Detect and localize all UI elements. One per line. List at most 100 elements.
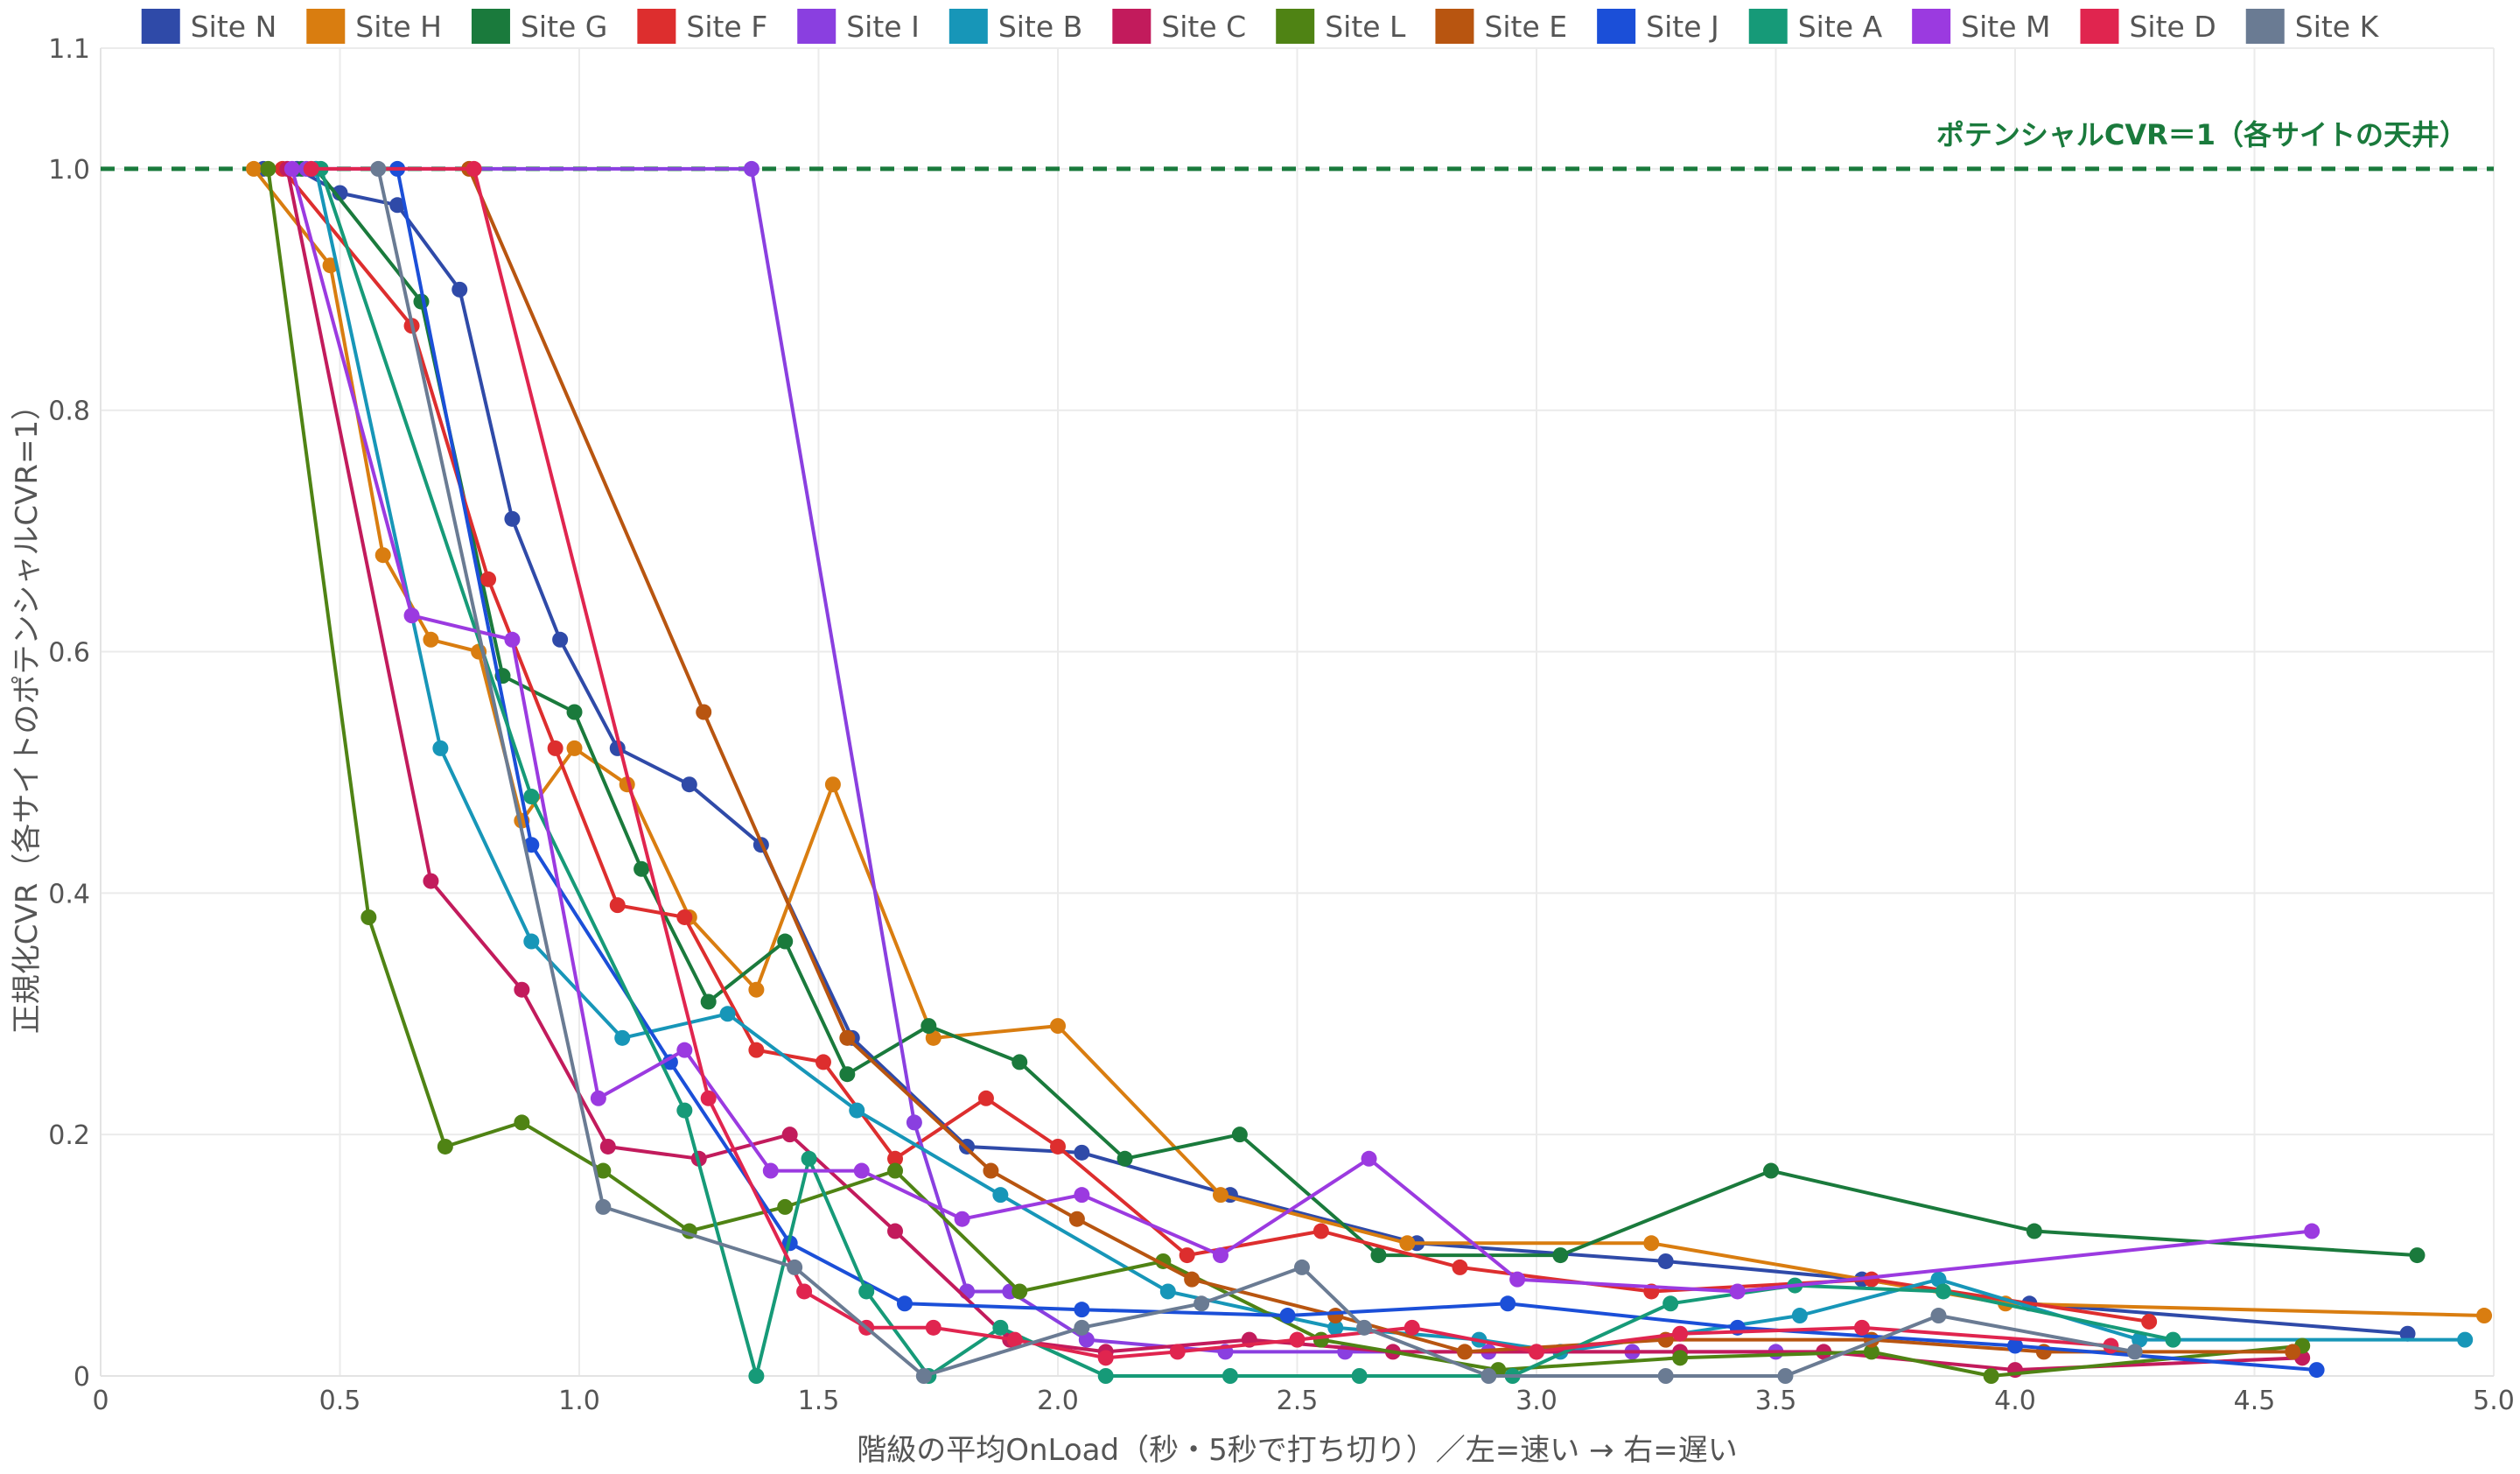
- data-point: [700, 1090, 717, 1106]
- legend-item-site-j[interactable]: Site J: [1597, 9, 1719, 44]
- legend-item-site-b[interactable]: Site B: [948, 9, 1083, 44]
- data-point: [1370, 1247, 1387, 1264]
- data-point: [514, 981, 530, 998]
- data-point: [1529, 1344, 1544, 1360]
- data-point: [1074, 1187, 1090, 1204]
- data-point: [1012, 1283, 1028, 1300]
- data-point: [1169, 1344, 1186, 1360]
- data-point: [696, 704, 712, 720]
- legend-label: Site G: [521, 10, 607, 44]
- y-tick-label: 1.1: [48, 34, 90, 65]
- data-point: [1097, 1368, 1114, 1384]
- data-point: [748, 1368, 765, 1384]
- data-point: [2399, 1325, 2416, 1342]
- data-point: [284, 160, 300, 177]
- data-point: [748, 1042, 765, 1058]
- data-point: [1480, 1368, 1497, 1384]
- data-point: [2026, 1223, 2042, 1239]
- x-tick-label: 4.0: [1994, 1386, 2036, 1416]
- data-point: [992, 1187, 1009, 1204]
- x-tick-label: 1.0: [558, 1386, 600, 1416]
- data-point: [681, 776, 697, 793]
- data-point: [1078, 1331, 1095, 1348]
- legend[interactable]: Site N Site H Site G Site F Site I Site B Site…: [141, 9, 2380, 44]
- data-point: [423, 873, 439, 889]
- legend-item-site-n[interactable]: Site N: [141, 9, 277, 44]
- legend-label: Site B: [998, 10, 1083, 44]
- data-point: [1452, 1259, 1468, 1275]
- series-site-f: [274, 160, 2158, 1330]
- legend-swatch: [797, 9, 836, 44]
- data-point: [1791, 1308, 1808, 1324]
- data-point: [787, 1259, 803, 1275]
- reference-line-group: ポテンシャルCVR＝1（各サイトの天井）: [101, 118, 2494, 172]
- series-line: [290, 168, 2313, 1294]
- series-site-b: [308, 160, 2474, 1360]
- legend-item-site-f[interactable]: Site F: [637, 9, 767, 44]
- data-point: [2308, 1362, 2325, 1379]
- legend-item-site-g[interactable]: Site G: [471, 9, 607, 44]
- data-point: [1159, 1283, 1176, 1300]
- legend-label: Site F: [686, 10, 767, 44]
- data-point: [801, 1150, 817, 1167]
- data-point: [1509, 1271, 1526, 1288]
- data-point: [1184, 1271, 1200, 1288]
- data-point: [1500, 1295, 1516, 1312]
- legend-label: Site A: [1798, 10, 1883, 44]
- y-axis-title: 正規化CVR（各サイトのポテンシャルCVR=1）: [10, 390, 45, 1034]
- legend-label: Site K: [2295, 10, 2380, 44]
- data-point: [1930, 1308, 1947, 1324]
- data-point: [1179, 1247, 1195, 1264]
- grid: [101, 47, 2495, 1376]
- legend-item-site-l[interactable]: Site L: [1276, 9, 1406, 44]
- data-point: [1983, 1368, 1999, 1384]
- data-point: [748, 981, 765, 998]
- x-tick-label: 5.0: [2473, 1386, 2515, 1416]
- legend-item-site-h[interactable]: Site H: [306, 9, 442, 44]
- legend-swatch: [1276, 9, 1315, 44]
- legend-item-site-i[interactable]: Site I: [797, 9, 920, 44]
- data-point: [762, 1162, 779, 1179]
- data-point: [781, 1127, 798, 1143]
- data-point: [1657, 1368, 1674, 1384]
- legend-item-site-m[interactable]: Site M: [1912, 9, 2050, 44]
- series-site-c: [279, 160, 2311, 1379]
- legend-item-site-k[interactable]: Site K: [2245, 9, 2380, 44]
- legend-swatch: [637, 9, 676, 44]
- data-point: [389, 197, 406, 214]
- legend-item-site-d[interactable]: Site D: [2080, 9, 2216, 44]
- data-point: [1456, 1344, 1473, 1360]
- data-point: [796, 1283, 813, 1300]
- data-point: [2165, 1331, 2181, 1348]
- data-point: [1074, 1319, 1090, 1336]
- legend-item-site-e[interactable]: Site E: [1435, 9, 1567, 44]
- legend-label: Site I: [846, 10, 920, 44]
- series-line: [285, 168, 2303, 1372]
- data-point: [452, 281, 468, 298]
- data-point: [1399, 1235, 1416, 1252]
- legend-item-site-c[interactable]: Site C: [1112, 9, 1246, 44]
- data-point: [853, 1162, 870, 1179]
- data-point: [552, 631, 569, 648]
- legend-item-site-a[interactable]: Site A: [1748, 9, 1883, 44]
- y-tick-label: 0.6: [48, 638, 90, 669]
- data-point: [1351, 1368, 1368, 1384]
- data-point: [595, 1162, 612, 1179]
- legend-label: Site J: [1646, 10, 1719, 44]
- data-point: [609, 897, 626, 914]
- data-point: [1327, 1308, 1344, 1324]
- data-point: [634, 860, 650, 877]
- data-point: [1194, 1295, 1210, 1312]
- data-point: [1672, 1325, 1689, 1342]
- series-line: [301, 166, 2418, 1258]
- series-group: [246, 160, 2493, 1384]
- data-point: [432, 740, 449, 756]
- data-point: [925, 1029, 942, 1046]
- data-point: [1212, 1187, 1228, 1204]
- x-tick-label: 2.0: [1037, 1386, 1079, 1416]
- series-line: [467, 168, 2293, 1354]
- data-point: [1552, 1247, 1569, 1264]
- legend-label: Site N: [191, 10, 277, 44]
- legend-swatch: [1748, 9, 1788, 44]
